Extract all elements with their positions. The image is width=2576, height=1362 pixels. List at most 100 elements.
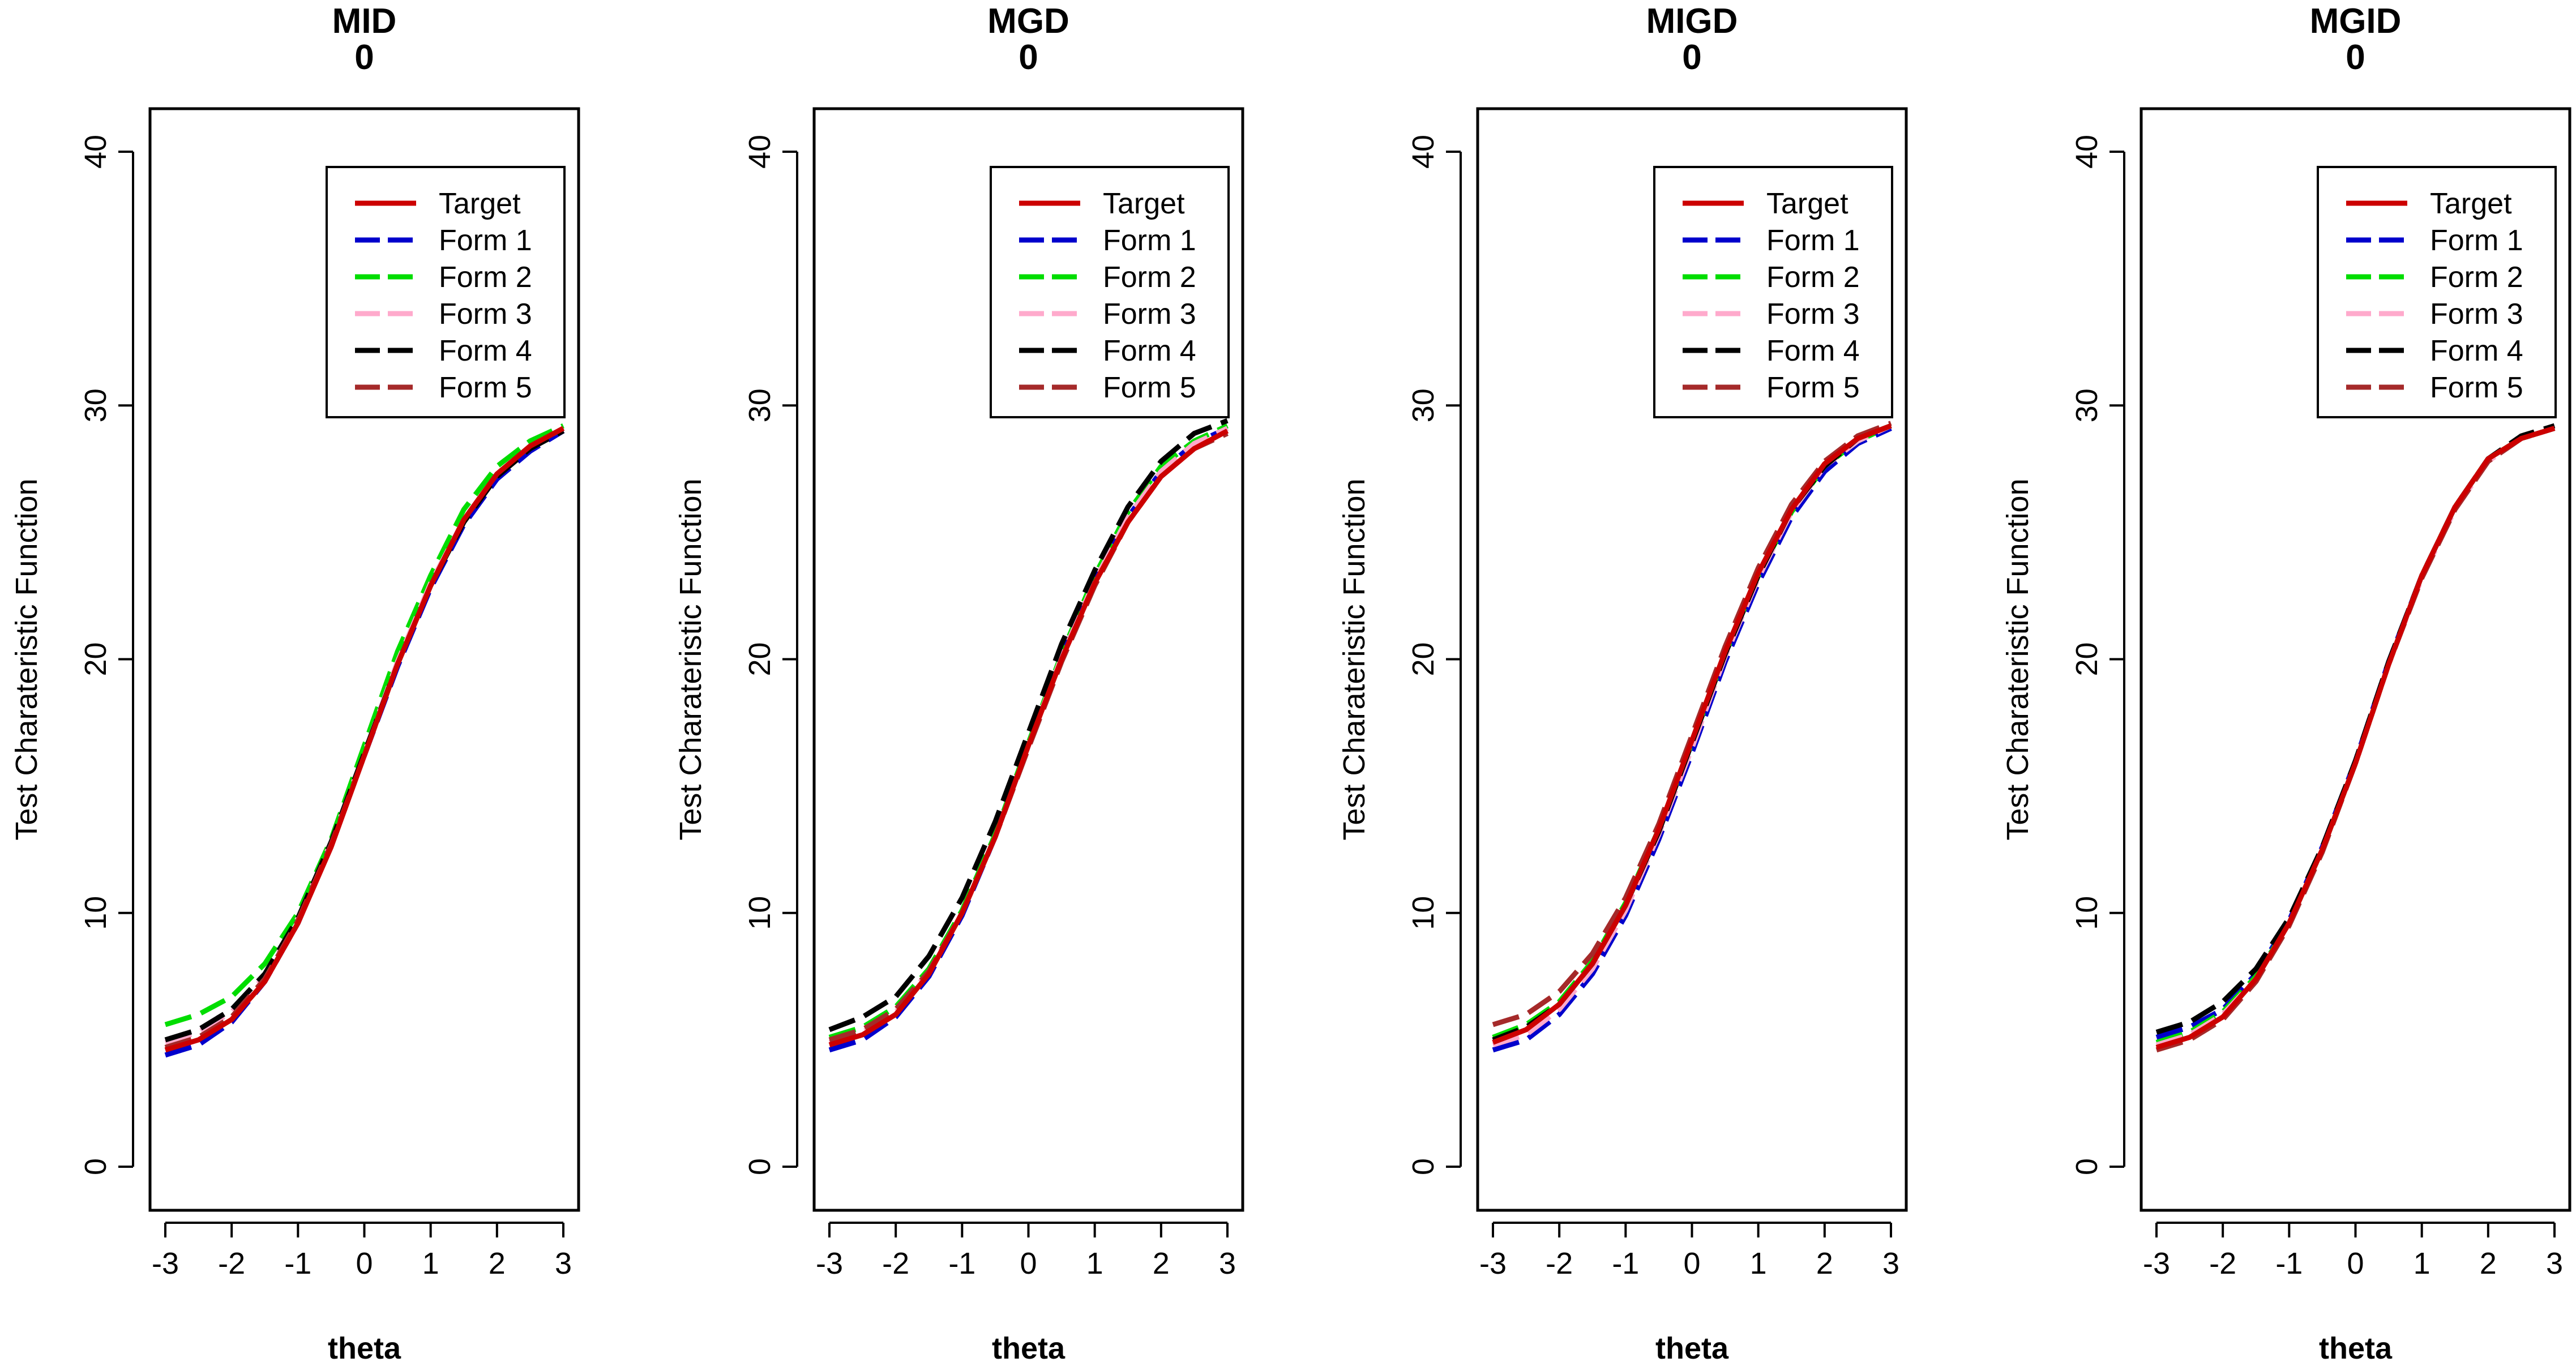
legend-label: Form 2: [1103, 261, 1196, 294]
x-tick-label: -3: [152, 1247, 179, 1280]
legend-label: Target: [1103, 187, 1185, 220]
y-tick-label: 30: [79, 388, 113, 422]
plot-box: [2139, 107, 2571, 1212]
series-line-form-3: [828, 426, 1229, 1045]
chart-title: MID: [332, 2, 397, 41]
x-tick-label: 1: [2414, 1247, 2430, 1280]
x-tick-label: -1: [2275, 1247, 2303, 1280]
series-line-form-5: [2155, 426, 2556, 1053]
legend-box: [2317, 166, 2557, 418]
y-tick-label: 0: [743, 1158, 777, 1175]
x-axis-label: theta: [1655, 1331, 1729, 1362]
legend-box: [1653, 166, 1893, 418]
legend-label: Form 3: [2430, 298, 2523, 331]
series-line-form-2: [1492, 423, 1892, 1040]
y-axis-label: Test Charateristic Function: [674, 478, 708, 840]
chart-subtitle: 0: [2346, 38, 2365, 77]
x-tick-label: 1: [1086, 1247, 1103, 1280]
chart-subtitle: 0: [1019, 38, 1038, 77]
y-tick-label: 20: [2070, 642, 2104, 676]
y-axis-label: Test Charateristic Function: [2001, 478, 2035, 840]
x-tick-label: -2: [1546, 1247, 1573, 1280]
series-line-form-1: [2155, 426, 2556, 1040]
series-line-form-3: [2155, 426, 2556, 1048]
legend-label: Form 1: [1103, 224, 1196, 257]
y-tick-label: 10: [743, 896, 777, 930]
series-line-form-1: [1492, 426, 1892, 1053]
legend-label: Form 5: [1766, 371, 1860, 404]
chart-title: MIGD: [1646, 2, 1738, 41]
y-axis-label: Test Charateristic Function: [10, 478, 44, 840]
series-line-form-4: [828, 418, 1229, 1033]
x-tick-label: -2: [2209, 1247, 2236, 1280]
y-tick-label: 30: [743, 388, 777, 422]
series-line-form-4: [164, 429, 565, 1043]
series-line-form-2: [164, 423, 564, 1027]
legend-label: Form 1: [1766, 224, 1860, 257]
y-tick-label: 40: [743, 135, 777, 169]
legend-label: Form 2: [2430, 261, 2523, 294]
x-tick-label: 0: [1683, 1247, 1700, 1280]
legend: Target Form 1 Form 2 Form 3 Form 4 Form 5: [326, 166, 566, 418]
x-tick-label: 1: [422, 1247, 439, 1280]
x-tick-label: 0: [2347, 1247, 2364, 1280]
series-line-form-3: [164, 426, 565, 1045]
y-tick-label: 40: [1406, 135, 1440, 169]
y-tick-label: 10: [2070, 896, 2104, 930]
series-line-form-2: [828, 423, 1229, 1040]
chart-subtitle: 0: [1682, 38, 1701, 77]
x-tick-label: 3: [555, 1247, 572, 1280]
legend-label: Form 4: [439, 335, 532, 367]
series-line-form-5: [164, 426, 565, 1050]
legend-label: Form 3: [1766, 298, 1860, 331]
x-tick-label: 3: [2546, 1247, 2563, 1280]
x-tick-label: 2: [1816, 1247, 1833, 1280]
legend-label: Target: [439, 187, 521, 220]
x-tick-label: 2: [2480, 1247, 2497, 1280]
legend: Target Form 1 Form 2 Form 3 Form 4 Form 5: [1653, 166, 1893, 418]
plot-box: [812, 107, 1244, 1212]
y-axis-label: Test Charateristic Function: [1337, 478, 1371, 840]
x-axis-label: theta: [2319, 1331, 2393, 1362]
y-tick-label: 10: [79, 896, 113, 930]
x-tick-label: 0: [356, 1247, 373, 1280]
y-tick-label: 30: [1406, 388, 1440, 422]
legend-box: [326, 166, 566, 418]
x-tick-label: -3: [2143, 1247, 2170, 1280]
series-line-form-2: [2155, 426, 2556, 1045]
y-tick-label: 20: [79, 642, 113, 676]
x-tick-label: 3: [1219, 1247, 1236, 1280]
legend-label: Form 1: [2430, 224, 2523, 257]
legend-label: Form 1: [439, 224, 532, 257]
legend-label: Form 3: [439, 298, 532, 331]
y-tick-label: 40: [2070, 135, 2104, 169]
x-tick-label: -2: [882, 1247, 909, 1280]
x-axis-label: theta: [992, 1331, 1066, 1362]
series-line-target: [164, 426, 565, 1053]
legend-label: Form 2: [439, 261, 532, 294]
legend-label: Target: [2430, 187, 2512, 220]
x-tick-label: 3: [1882, 1247, 1899, 1280]
legend-label: Form 4: [2430, 335, 2523, 367]
x-tick-label: -2: [218, 1247, 245, 1280]
series-line-target: [828, 429, 1229, 1048]
series-line-target: [2155, 426, 2556, 1050]
legend: Target Form 1 Form 2 Form 3 Form 4 Form 5: [2317, 166, 2557, 418]
legend-label: Target: [1766, 187, 1848, 220]
chart-subtitle: 0: [354, 38, 374, 77]
plot-box: [148, 107, 580, 1212]
legend-label: Form 2: [1766, 261, 1860, 294]
x-tick-label: -1: [1612, 1247, 1639, 1280]
series-line-target: [1492, 423, 1892, 1045]
y-tick-label: 0: [79, 1158, 113, 1175]
series-line-form-4: [2155, 423, 2556, 1035]
legend-label: Form 3: [1103, 298, 1196, 331]
y-tick-label: 20: [1406, 642, 1440, 676]
y-tick-label: 20: [743, 642, 777, 676]
x-tick-label: 2: [489, 1247, 506, 1280]
legend-label: Form 5: [1103, 371, 1196, 404]
